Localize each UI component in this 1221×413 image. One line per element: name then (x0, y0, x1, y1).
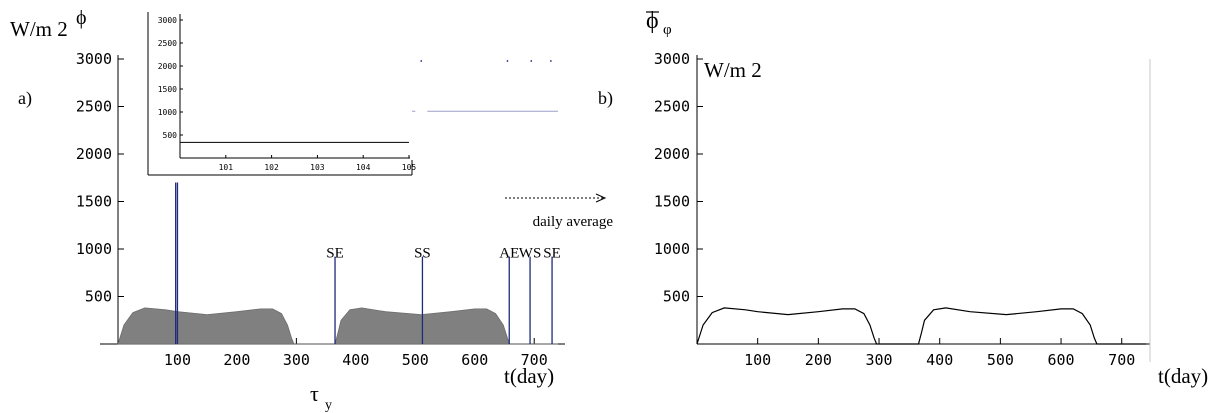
panel-b-title-sub: φ (663, 22, 672, 38)
inset-x-tick-label: 101 (219, 163, 234, 172)
inset-x-tick-label: 104 (356, 163, 371, 172)
event-label: WS (519, 246, 542, 262)
inset-x-tick-label: 105 (402, 163, 417, 172)
panel-b-x-tick-label: 700 (1108, 351, 1135, 369)
panel-a-x-tick-label: 200 (223, 351, 250, 369)
panel-b-y-unit: W/m 2 (704, 58, 762, 82)
panel-a-y-tick-label: 500 (85, 288, 112, 306)
panel-a-label: a) (18, 88, 32, 109)
top-dot (506, 60, 509, 62)
panel-b-y-tick-label: 2500 (654, 98, 690, 116)
panel-a-y-unit: W/m 2 (10, 17, 68, 41)
panel-b-x-tick-label: 400 (926, 351, 953, 369)
event-label: SE (326, 246, 344, 262)
panel-b-title-symbol: ϕ (646, 8, 659, 34)
inset-y-tick-label: 2500 (158, 39, 177, 48)
event-label: SS (414, 246, 431, 262)
panel-a-y-tick-label: 2000 (76, 145, 112, 163)
panel-a-y-tick-label: 3000 (76, 50, 112, 68)
panel-b-x-tick-label: 600 (1048, 351, 1075, 369)
panel-b-x-tick-label: 200 (805, 351, 832, 369)
panel-b-y-tick-label: 1500 (654, 193, 690, 211)
inset-y-tick-label: 3000 (158, 16, 177, 25)
panel-b-y-tick-label: 3000 (654, 50, 690, 68)
panel-a-x-symbol-sub: y (325, 398, 332, 413)
inset-y-tick-label: 1500 (158, 85, 177, 94)
panel-a-x-tick-label: 300 (283, 351, 310, 369)
inset-y-tick-label: 2000 (158, 62, 177, 71)
panel-b-series-line (696, 307, 1146, 345)
inset-background (148, 12, 412, 175)
panel-a-x-tick-label: 100 (164, 351, 191, 369)
panel-a-y-tick-label: 2500 (76, 98, 112, 116)
panel-a-y-tick-label: 1500 (76, 193, 112, 211)
panel-a-x-tick-label: 500 (402, 351, 429, 369)
panel-a-x-tick-label: 700 (521, 351, 548, 369)
inset-x-tick-label: 103 (310, 163, 325, 172)
legend-arrow-head (595, 193, 607, 203)
event-label: AE (499, 246, 519, 262)
panel-a-x-label: t(day) (504, 364, 554, 388)
legend-daily-average: daily average (533, 214, 614, 230)
panel-a-x-symbol: τ (310, 381, 319, 406)
chart-marks: 500 1000 1500 2000 2500 3000 100 200 300 400 500 60… (76, 12, 1151, 369)
inset-y-tick-label: 1000 (158, 108, 177, 117)
panel-a-x-tick-label: 600 (461, 351, 488, 369)
panel-b-y-tick-label: 2000 (654, 145, 690, 163)
panel-b-x-tick-label: 300 (865, 351, 892, 369)
event-label: SE (543, 246, 561, 262)
inset-x-tick-label: 102 (264, 163, 279, 172)
top-dot (530, 60, 533, 62)
panel-b-y-tick-label: 1000 (654, 240, 690, 258)
panel-b-y-tick-label: 500 (663, 288, 690, 306)
panel-a-y-tick-label: 1000 (76, 240, 112, 258)
panel-b-x-label: t(day) (1158, 364, 1208, 388)
top-line-gap (415, 109, 428, 115)
top-dot (549, 60, 552, 62)
panel-a-phi-label: ϕ (76, 7, 87, 29)
panel-b-x-tick-label: 100 (744, 351, 771, 369)
panel-b-label: b) (598, 88, 613, 109)
inset-y-tick-label: 500 (163, 131, 178, 140)
daily-average-area (117, 307, 558, 345)
panel-a-x-tick-label: 400 (342, 351, 369, 369)
top-dot (420, 60, 423, 62)
panel-b-x-tick-label: 500 (987, 351, 1014, 369)
